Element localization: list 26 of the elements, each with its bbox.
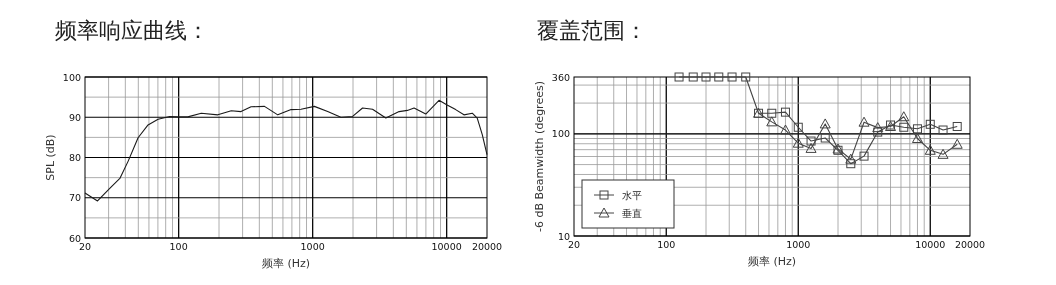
y-tick-label: 90: [68, 111, 81, 123]
x-tick-label: 20000: [954, 239, 986, 250]
x-tick-label: 20: [78, 241, 92, 252]
chart-title: 频率响应曲线：: [55, 18, 209, 43]
y-tick-label: 100: [62, 71, 81, 83]
x-tick-label: 1000: [300, 241, 325, 252]
legend-label: 垂直: [622, 208, 642, 219]
x-axis-title: 频率 (Hz): [261, 257, 311, 270]
y-tick-label: 100: [551, 128, 570, 140]
x-tick-label: 100: [657, 239, 676, 250]
x-tick-label: 20000: [471, 241, 503, 252]
legend-label: 水平: [622, 190, 642, 201]
y-axis-title: SPL (dB): [44, 134, 57, 181]
y-tick-label: 80: [68, 152, 81, 163]
y-tick-label: 10: [557, 230, 570, 242]
x-axis-title: 频率 (Hz): [747, 255, 797, 268]
x-tick-label: 10000: [915, 239, 946, 250]
x-tick-label: 100: [169, 241, 188, 252]
chart-title: 覆盖范围：: [537, 18, 647, 43]
x-tick-label: 20: [567, 239, 581, 250]
x-tick-label: 10000: [431, 241, 462, 252]
y-tick-label: 360: [551, 71, 570, 83]
y-tick-label: 70: [68, 192, 81, 204]
y-tick-label: 60: [68, 232, 81, 244]
y-axis-title: -6 dB Beamwidth (degrees): [533, 81, 546, 232]
x-tick-label: 1000: [786, 239, 811, 250]
